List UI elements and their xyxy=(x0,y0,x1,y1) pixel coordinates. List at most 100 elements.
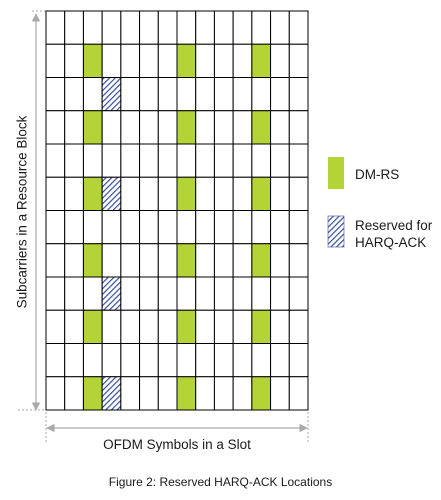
grid-cell-empty xyxy=(157,343,178,378)
grid-cell-empty xyxy=(64,10,84,45)
grid-cell-empty xyxy=(213,10,234,45)
y-axis-label: Subcarriers in a Resource Block xyxy=(14,115,30,309)
grid-cell-empty xyxy=(157,77,178,112)
grid-cell-empty xyxy=(176,143,197,178)
grid-cell-empty xyxy=(270,376,290,411)
grid-cell-dmrs xyxy=(176,43,197,78)
grid-cell-empty xyxy=(195,309,215,344)
grid-cell-empty xyxy=(213,43,234,78)
grid-cell-empty xyxy=(101,309,122,344)
grid-cell-empty xyxy=(176,276,197,311)
grid-cell-empty xyxy=(232,143,253,178)
grid-cell-empty xyxy=(120,10,141,45)
grid-cell-dmrs xyxy=(176,309,197,344)
grid-cell-dmrs xyxy=(82,243,103,278)
grid-cell-empty xyxy=(195,10,215,45)
grid-cell-empty xyxy=(270,309,290,344)
grid-cell-dmrs xyxy=(251,43,272,78)
grid-cell-empty xyxy=(101,210,122,245)
grid-cell-empty xyxy=(120,343,141,378)
grid-cell-empty xyxy=(232,210,253,245)
grid-cell-dmrs xyxy=(176,243,197,278)
grid-cell-empty xyxy=(45,276,66,311)
grid-cell-empty xyxy=(120,143,141,178)
grid-cell-empty xyxy=(139,243,159,278)
grid-cell-empty xyxy=(232,110,253,145)
grid-cell-empty xyxy=(82,143,103,178)
grid-cell-empty xyxy=(213,276,234,311)
grid-cell-empty xyxy=(213,343,234,378)
grid-cell-empty xyxy=(120,110,141,145)
grid-cell-empty xyxy=(157,110,178,145)
grid-cell-empty xyxy=(64,110,84,145)
grid-cell-empty xyxy=(82,276,103,311)
grid-cell-empty xyxy=(288,343,309,378)
grid-cell-empty xyxy=(176,77,197,112)
grid-cell-empty xyxy=(251,77,272,112)
grid-cell-empty xyxy=(157,276,178,311)
grid-cell-empty xyxy=(251,210,272,245)
grid-cell-empty xyxy=(213,176,234,211)
grid-cell-empty xyxy=(64,343,84,378)
grid-cell-empty xyxy=(64,243,84,278)
grid-cell-empty xyxy=(270,143,290,178)
grid-cell-empty xyxy=(45,343,66,378)
grid-cell-empty xyxy=(213,110,234,145)
grid-cell-empty xyxy=(157,43,178,78)
grid-cell-reserved-harq-ack xyxy=(101,176,122,211)
grid-cell-empty xyxy=(139,210,159,245)
grid-cell-empty xyxy=(213,143,234,178)
grid-cell-empty xyxy=(139,176,159,211)
grid-cell-empty xyxy=(288,43,309,78)
grid-cell-empty xyxy=(213,309,234,344)
grid-cell-empty xyxy=(64,376,84,411)
grid-cell-empty xyxy=(270,276,290,311)
grid-cell-empty xyxy=(176,10,197,45)
grid-cell-empty xyxy=(139,10,159,45)
grid-cell-empty xyxy=(64,77,84,112)
grid-cell-empty xyxy=(270,210,290,245)
grid-cell-dmrs xyxy=(251,176,272,211)
grid-cell-empty xyxy=(251,10,272,45)
grid-cell-empty xyxy=(64,210,84,245)
grid-cell-empty xyxy=(64,176,84,211)
grid-cell-empty xyxy=(251,143,272,178)
grid-cell-empty xyxy=(195,143,215,178)
grid-cell-empty xyxy=(64,143,84,178)
grid-cell-empty xyxy=(195,210,215,245)
resource-grid xyxy=(45,10,309,411)
grid-cell-empty xyxy=(45,43,66,78)
grid-cell-dmrs xyxy=(251,376,272,411)
grid-cell-dmrs xyxy=(82,110,103,145)
grid-cell-empty xyxy=(195,176,215,211)
grid-cell-empty xyxy=(120,210,141,245)
grid-cell-empty xyxy=(120,309,141,344)
grid-cell-empty xyxy=(195,77,215,112)
grid-cell-empty xyxy=(232,77,253,112)
grid-cell-empty xyxy=(213,77,234,112)
grid-cell-empty xyxy=(120,276,141,311)
grid-cell-empty xyxy=(288,10,309,45)
grid-cell-empty xyxy=(45,110,66,145)
grid-cell-dmrs xyxy=(176,376,197,411)
grid-cell-empty xyxy=(101,143,122,178)
grid-cell-empty xyxy=(139,143,159,178)
x-axis-label: OFDM Symbols in a Slot xyxy=(103,437,251,452)
grid-cell-empty xyxy=(213,210,234,245)
grid-cell-empty xyxy=(232,276,253,311)
grid-cell-empty xyxy=(213,376,234,411)
grid-cell-empty xyxy=(213,243,234,278)
grid-cell-dmrs xyxy=(176,110,197,145)
grid-cell-empty xyxy=(232,343,253,378)
grid-cell-empty xyxy=(157,376,178,411)
grid-cell-empty xyxy=(195,376,215,411)
grid-cell-empty xyxy=(157,10,178,45)
grid-cell-empty xyxy=(101,243,122,278)
grid-cell-empty xyxy=(139,110,159,145)
grid-cell-empty xyxy=(120,243,141,278)
grid-cell-empty xyxy=(157,309,178,344)
grid-cell-empty xyxy=(101,110,122,145)
grid-cell-dmrs xyxy=(82,43,103,78)
grid-cell-empty xyxy=(45,210,66,245)
